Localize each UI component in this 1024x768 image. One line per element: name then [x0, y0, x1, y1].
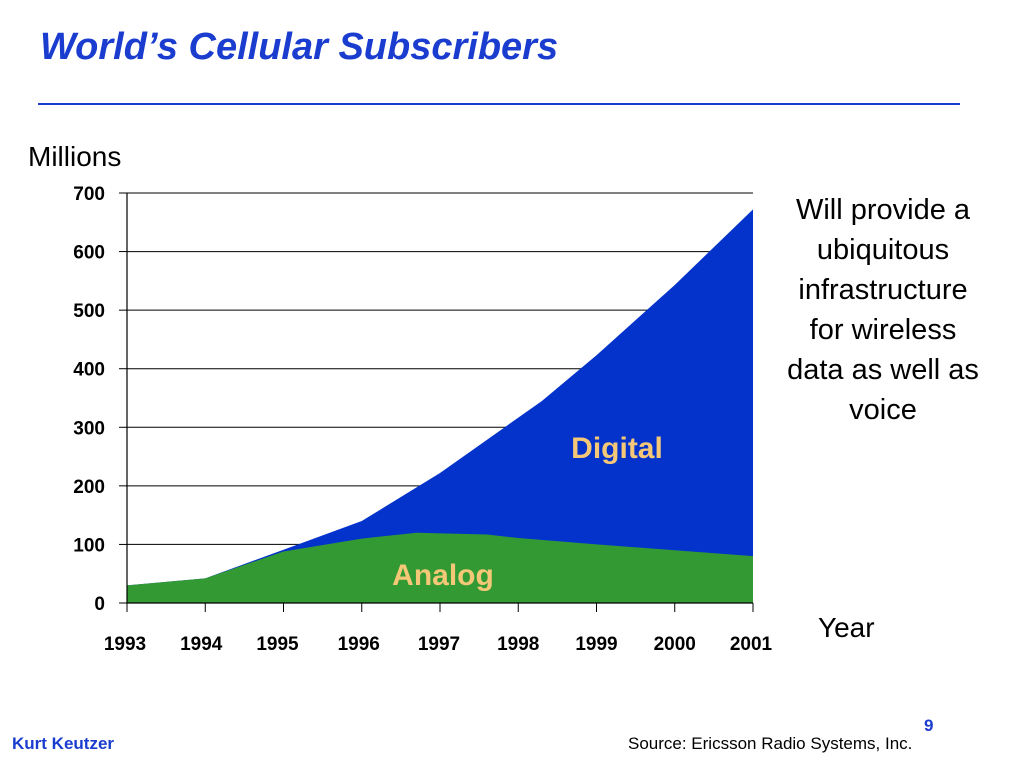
digital-area [127, 209, 753, 603]
source-credit: Source: Ericsson Radio Systems, Inc. [628, 734, 913, 753]
y-tick-label-200: 200 [73, 477, 105, 498]
page-number: 9 [924, 716, 934, 735]
x-tick-label-2000: 2000 [654, 634, 696, 655]
y-tick-label-400: 400 [73, 360, 105, 381]
y-tick-label-600: 600 [73, 243, 105, 264]
slide-title: World’s Cellular Subscribers [40, 26, 559, 68]
analog-area [127, 532, 753, 603]
x-tick-label-1994: 1994 [180, 634, 223, 655]
y-tick-label-500: 500 [73, 301, 105, 322]
y-tick-label-0: 0 [94, 594, 105, 615]
x-tick-label-1995: 1995 [256, 634, 299, 655]
y-tick-label-100: 100 [73, 535, 105, 556]
x-tick-label-1997: 1997 [418, 634, 460, 655]
y-tick-label-700: 700 [73, 184, 105, 205]
y-axis-label: Millions [28, 141, 122, 172]
x-tick-label-1998: 1998 [497, 634, 539, 655]
digital-area-label: Digital [571, 432, 663, 465]
x-tick-label-2001: 2001 [730, 634, 773, 655]
title-divider [38, 103, 960, 105]
author-name: Kurt Keutzer [12, 734, 115, 753]
x-tick-label-1993: 1993 [104, 634, 146, 655]
x-axis-label: Year [818, 612, 875, 643]
y-tick-label-300: 300 [73, 418, 105, 439]
side-note: Will provide a ubiquitous infrastructure… [787, 194, 979, 426]
analog-area-label: Analog [392, 559, 494, 592]
x-tick-label-1999: 1999 [575, 634, 617, 655]
x-tick-label-1996: 1996 [338, 634, 380, 655]
